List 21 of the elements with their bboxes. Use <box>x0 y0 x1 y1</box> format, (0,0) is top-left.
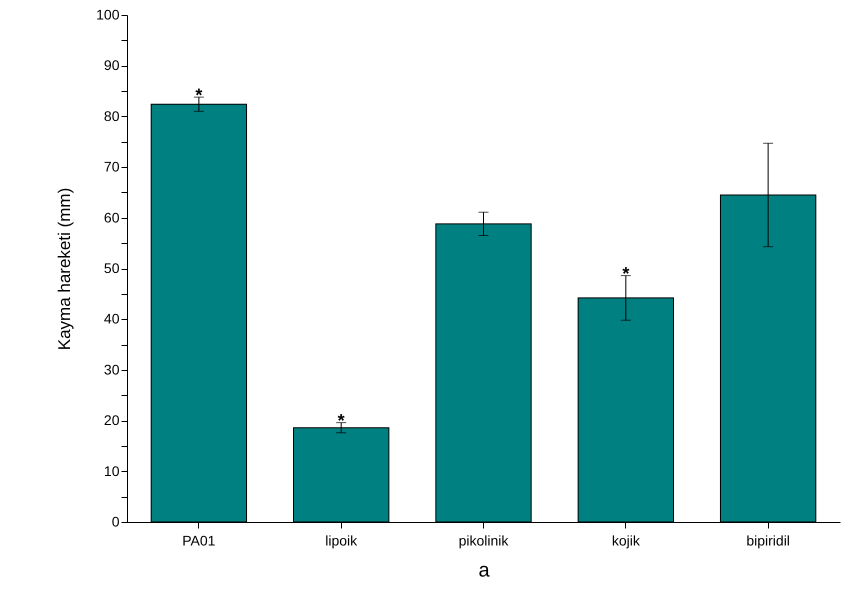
y-tick-label: 80 <box>104 108 120 124</box>
y-tick-label: 90 <box>104 57 120 74</box>
y-tick-label: 70 <box>104 158 120 175</box>
x-axis-title: a <box>478 560 490 582</box>
y-tick-label: 100 <box>96 6 120 22</box>
x-tick-label: kojik <box>612 532 641 548</box>
y-tick-label: 0 <box>112 514 120 530</box>
annotation: * <box>338 410 345 431</box>
annotation: * <box>622 264 630 284</box>
x-tick-label: pikolinik <box>458 532 510 548</box>
y-tick-label: 30 <box>104 361 120 378</box>
y-tick-label: 50 <box>104 260 120 276</box>
y-axis-title: Kayma hareketi (mm) <box>55 188 74 350</box>
annotation: * <box>195 85 202 106</box>
y-tick-label: 10 <box>104 462 120 479</box>
y-tick-label: 60 <box>104 209 120 226</box>
y-tick-label: 20 <box>104 412 120 428</box>
x-tick-label: lipoik <box>325 532 358 548</box>
x-tick-label: bipiridil <box>746 532 790 548</box>
y-tick-label: 40 <box>104 310 120 327</box>
x-tick-label: PA01 <box>182 532 216 548</box>
